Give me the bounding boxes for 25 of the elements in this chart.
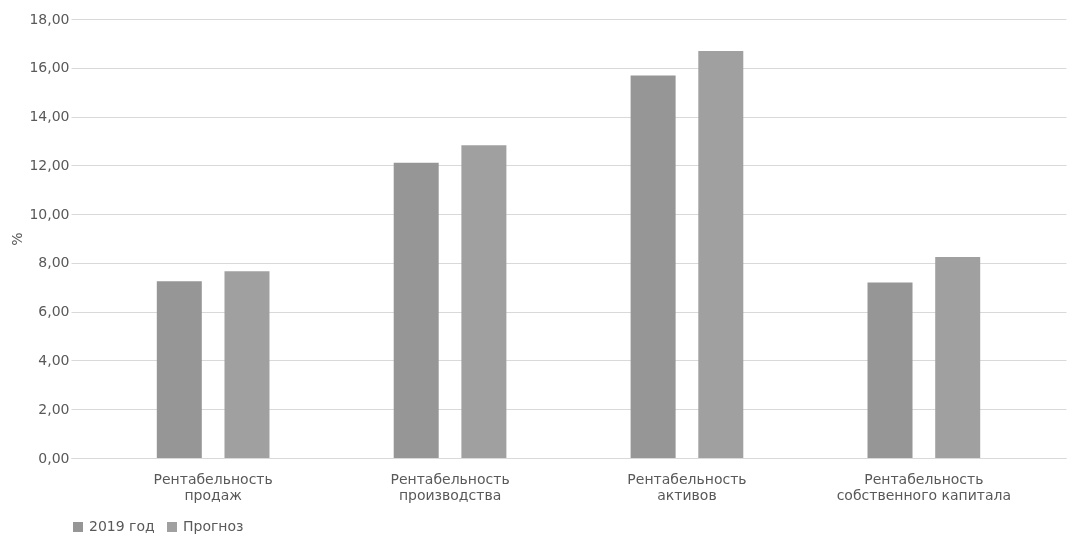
bar: [867, 282, 913, 458]
x-tick-label: Рентабельность собственного капитала: [836, 470, 1012, 503]
y-axis-title: %: [9, 232, 26, 246]
y-tick-label: 8,00: [38, 254, 70, 271]
bar: [224, 271, 270, 458]
y-tick-label: 6,00: [38, 303, 70, 320]
x-tick-label: Рентабельность продаж: [153, 470, 273, 503]
bar: [630, 75, 676, 458]
y-tick-label: 10,00: [29, 205, 70, 222]
y-tick-label: 0,00: [38, 449, 70, 466]
legend-label: 2019 год: [89, 518, 155, 534]
bar: [698, 50, 744, 458]
legend-label: Прогноз: [183, 518, 244, 534]
y-tick-label: 2,00: [38, 400, 70, 417]
bar: [461, 145, 507, 458]
y-tick-label: 16,00: [29, 59, 70, 76]
y-tick-label: 4,00: [38, 351, 70, 368]
y-tick-label: 18,00: [29, 10, 70, 27]
bar: [156, 281, 202, 458]
bar: [935, 257, 981, 458]
y-tick-label: 12,00: [29, 156, 70, 173]
bar: [393, 162, 439, 458]
x-tick-label: Рентабельность активов: [627, 470, 747, 503]
y-tick-label: 14,00: [29, 108, 70, 125]
x-tick-label: Рентабельность производства: [390, 470, 510, 503]
